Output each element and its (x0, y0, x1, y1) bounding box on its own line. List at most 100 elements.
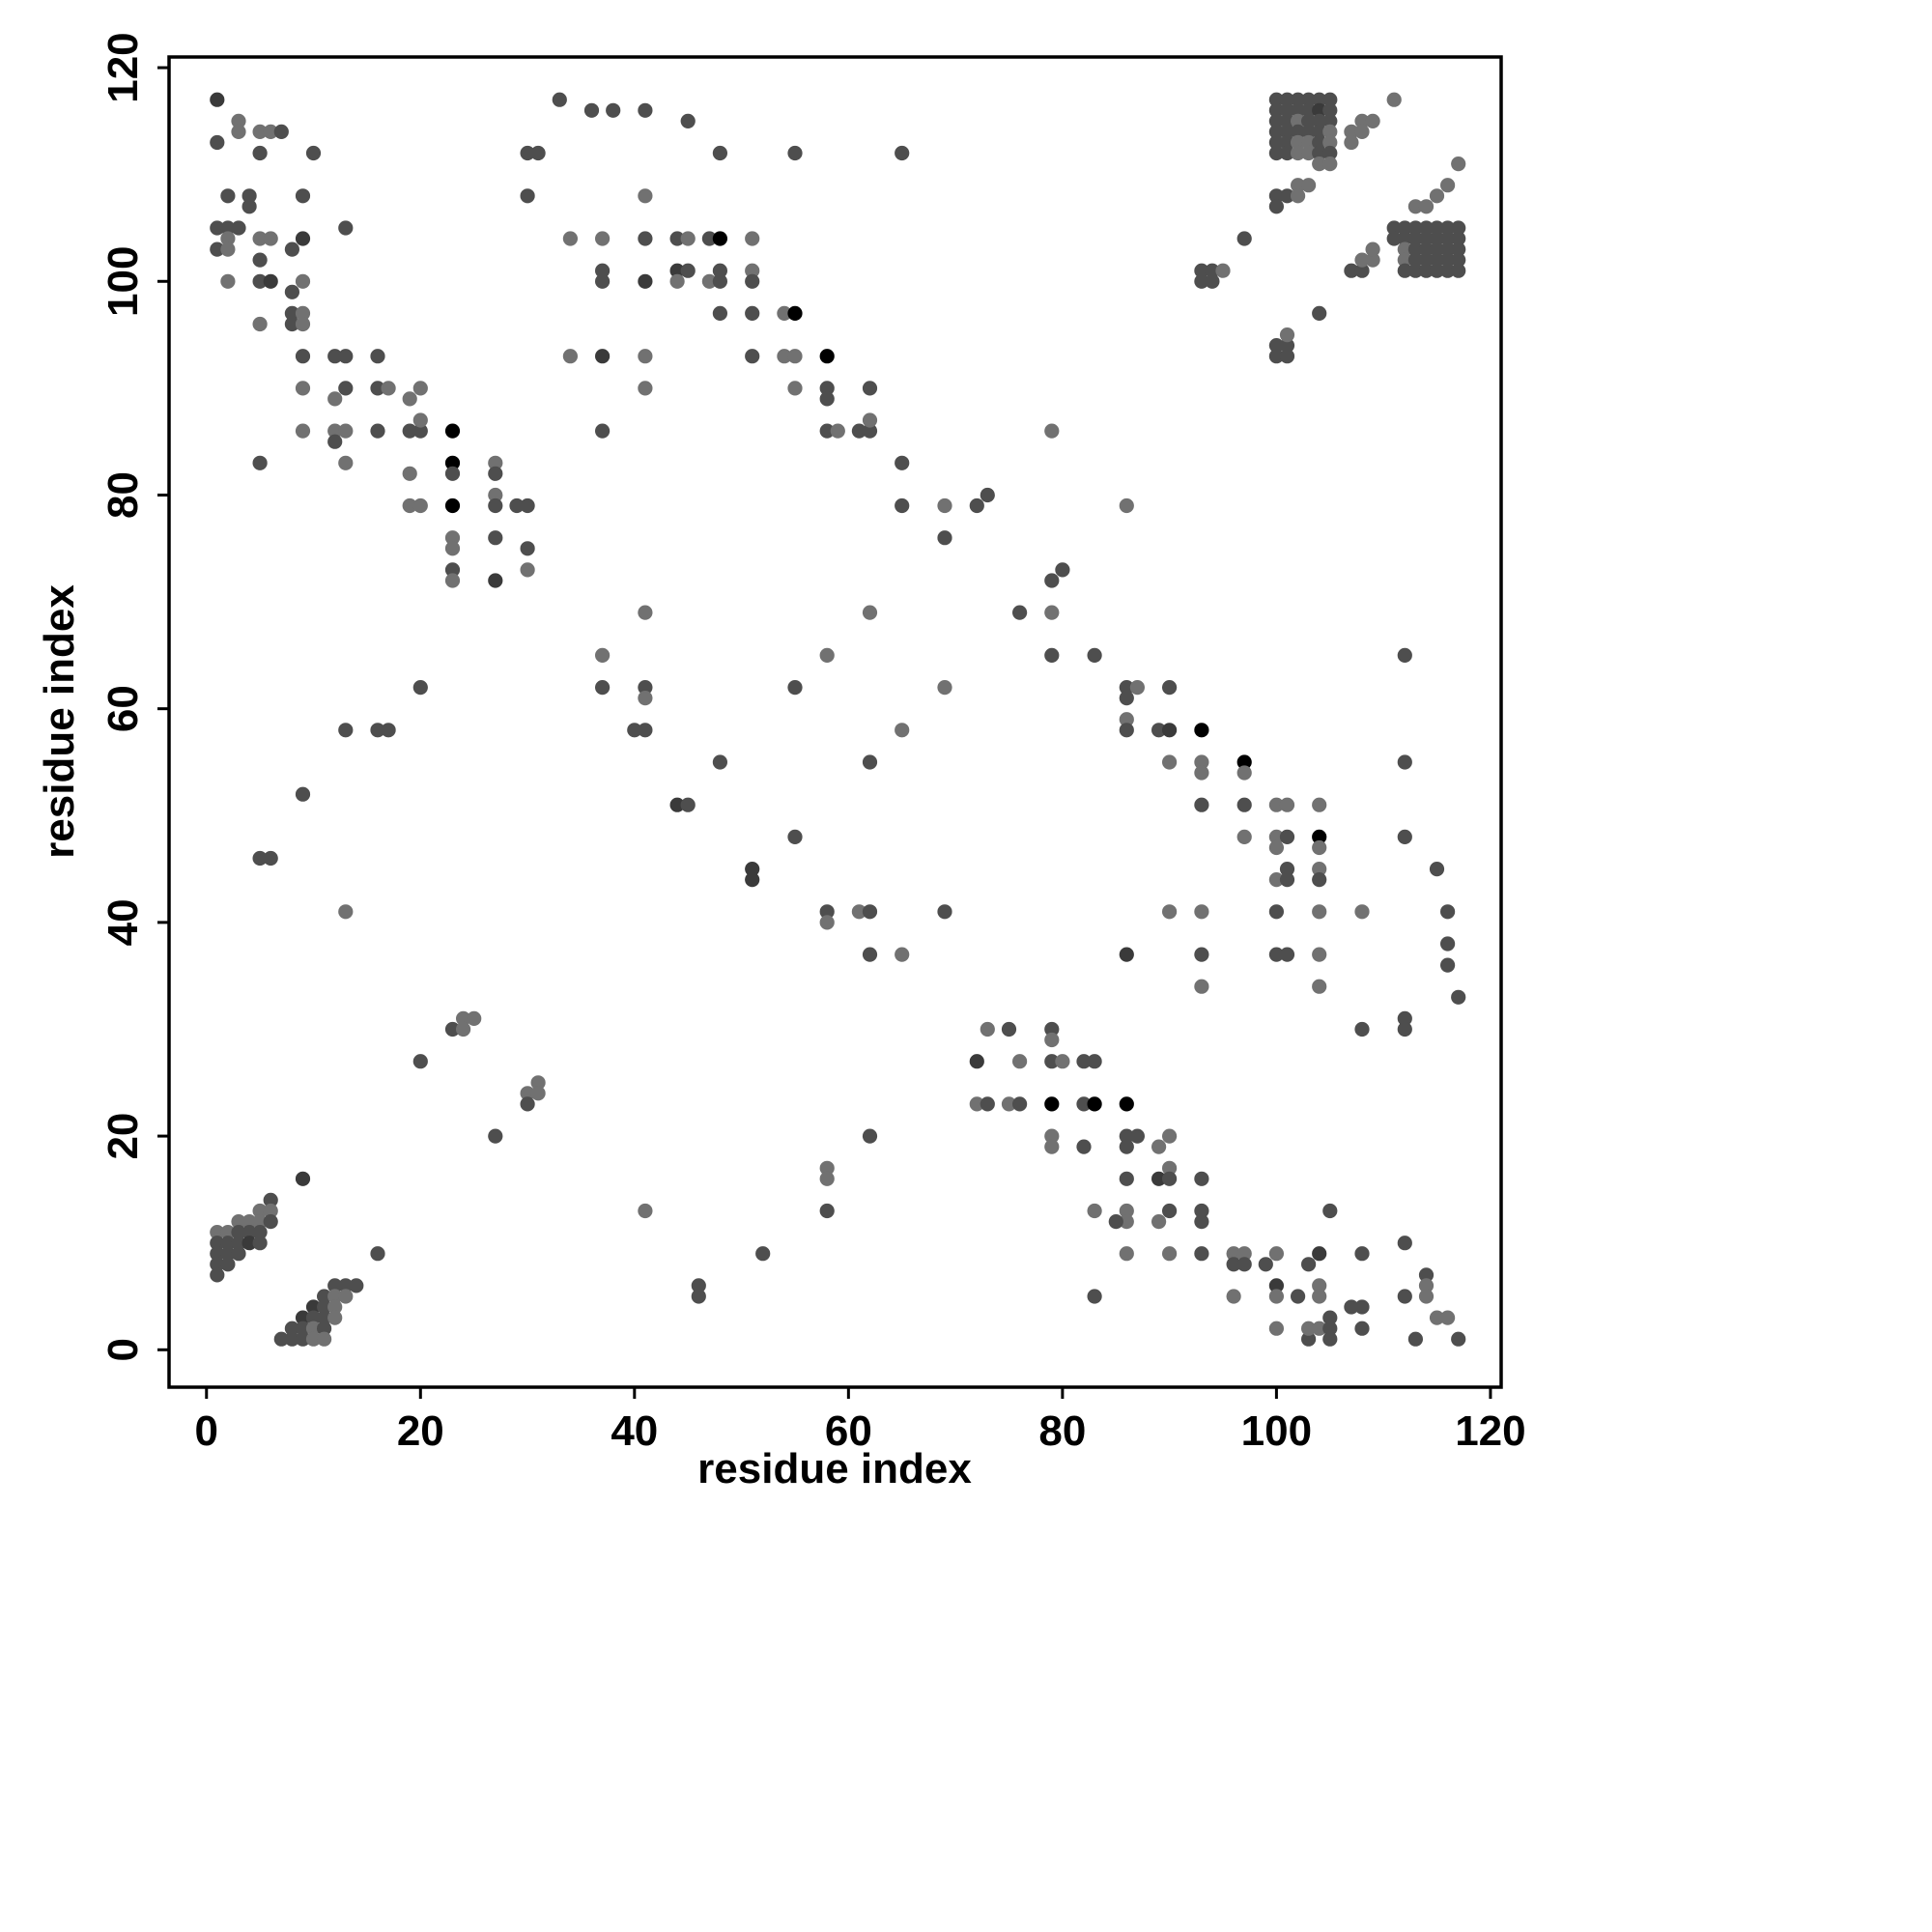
data-point (1012, 1054, 1028, 1069)
data-point (220, 1257, 236, 1272)
data-point (1076, 1096, 1092, 1112)
data-point (1312, 829, 1327, 845)
data-point (712, 263, 728, 278)
data-point (819, 1203, 835, 1219)
data-point (1119, 1171, 1134, 1186)
data-point (745, 862, 760, 877)
data-point (273, 124, 289, 139)
data-point (1236, 754, 1252, 770)
data-point (220, 231, 236, 246)
data-point (263, 1192, 278, 1208)
x-tick-label: 20 (397, 1407, 444, 1455)
data-point (488, 1128, 503, 1144)
data-point (1129, 680, 1145, 696)
data-point (1301, 1331, 1317, 1347)
data-point (1440, 178, 1456, 193)
data-point (444, 541, 461, 556)
data-point (937, 680, 952, 696)
data-point (1418, 252, 1435, 268)
data-point (787, 305, 803, 321)
data-point (1268, 134, 1284, 151)
data-point (284, 1321, 299, 1336)
data-point (638, 605, 653, 620)
data-point (231, 113, 246, 128)
data-point (1226, 1257, 1241, 1272)
data-point (402, 466, 417, 481)
data-point (338, 1289, 354, 1304)
data-point (1397, 754, 1412, 770)
data-point (745, 231, 760, 246)
data-point (1397, 252, 1412, 268)
data-point (583, 102, 600, 118)
data-point (1429, 263, 1445, 278)
data-point (1151, 1214, 1167, 1230)
data-point (305, 1321, 322, 1336)
data-point (252, 316, 268, 332)
data-point (210, 1225, 225, 1240)
data-point (263, 1214, 278, 1230)
data-point (1279, 188, 1295, 204)
data-point (669, 263, 685, 278)
data-point (1279, 872, 1295, 888)
data-point (691, 1278, 706, 1293)
data-point (327, 1289, 343, 1304)
data-point (1162, 1203, 1178, 1219)
data-point (1291, 102, 1306, 118)
data-point (488, 487, 503, 503)
data-point (381, 723, 396, 738)
data-point (862, 904, 878, 920)
data-point (1291, 1289, 1306, 1304)
data-point (327, 1299, 343, 1315)
data-point (412, 1054, 428, 1069)
data-point (851, 423, 867, 439)
data-point (402, 497, 417, 514)
data-point (1312, 979, 1327, 994)
data-point (1354, 252, 1370, 268)
data-point (338, 349, 354, 364)
data-point (220, 188, 236, 204)
data-point (1162, 1128, 1178, 1144)
data-point (787, 829, 803, 845)
data-point (606, 102, 621, 118)
y-tick-label: 0 (99, 1338, 147, 1361)
data-point (1268, 904, 1284, 920)
data-point (1044, 423, 1060, 439)
data-point (1312, 872, 1327, 888)
data-point (1087, 1054, 1102, 1069)
data-point (1291, 134, 1306, 151)
data-point (1215, 263, 1231, 278)
data-point (1044, 1021, 1060, 1037)
data-point (712, 231, 728, 246)
data-point (1194, 273, 1209, 289)
data-point (638, 723, 653, 738)
data-point (638, 691, 653, 706)
data-point (1386, 231, 1402, 246)
data-point (1301, 92, 1317, 107)
data-point (1312, 102, 1327, 118)
data-point (1268, 102, 1284, 118)
data-point (1312, 947, 1327, 962)
data-point (252, 145, 268, 161)
data-point (520, 497, 535, 514)
data-point (1418, 263, 1435, 278)
data-point (787, 145, 803, 161)
data-point (370, 723, 385, 738)
data-point (1312, 145, 1327, 161)
data-point (220, 220, 236, 236)
data-point (1268, 829, 1284, 845)
data-point (937, 904, 952, 920)
data-point (1279, 92, 1295, 107)
data-point (1076, 1139, 1092, 1154)
data-point (1312, 839, 1327, 856)
data-point (1354, 1246, 1370, 1262)
data-point (1397, 1010, 1412, 1026)
data-point (1044, 1128, 1060, 1144)
data-point (1268, 199, 1284, 214)
data-point (1044, 1054, 1060, 1069)
data-point (1312, 113, 1327, 128)
data-point (745, 263, 760, 278)
data-point (1354, 1299, 1370, 1315)
data-point (862, 754, 878, 770)
data-point (412, 412, 428, 428)
data-point (1407, 1331, 1423, 1347)
